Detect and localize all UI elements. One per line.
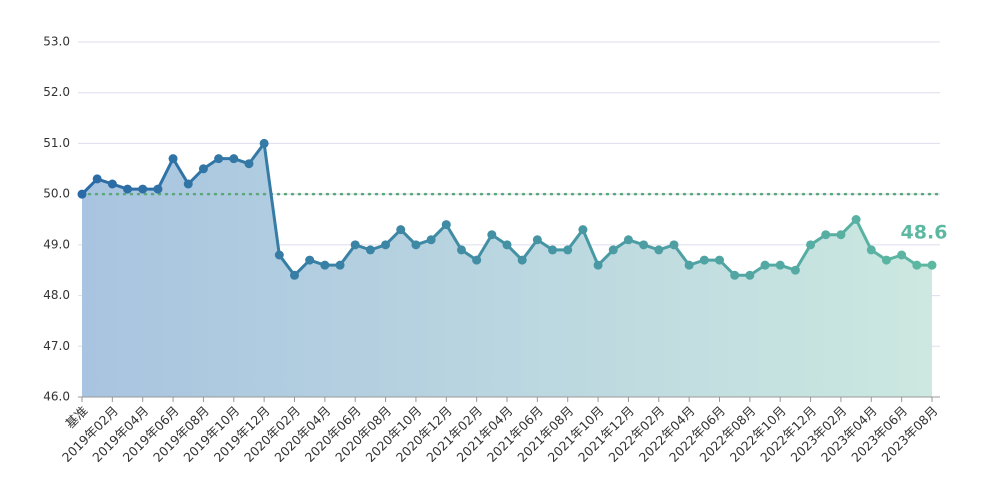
y-tick-label: 50.0 — [43, 187, 70, 201]
point — [290, 270, 299, 280]
point — [669, 240, 679, 250]
point — [77, 189, 87, 199]
point — [760, 260, 770, 270]
point — [927, 260, 937, 270]
point — [881, 255, 891, 265]
point — [715, 255, 724, 265]
point — [608, 245, 618, 255]
point — [229, 154, 239, 164]
y-tick-label: 48.0 — [43, 288, 70, 302]
point — [426, 235, 436, 245]
y-tick-label: 46.0 — [43, 390, 70, 404]
point — [259, 138, 269, 148]
point — [578, 225, 588, 235]
point — [821, 230, 831, 240]
y-tick-label: 49.0 — [43, 237, 70, 251]
point — [745, 270, 755, 280]
y-tick-label: 47.0 — [43, 339, 70, 353]
point — [730, 270, 740, 280]
point — [684, 260, 694, 270]
point — [335, 260, 345, 270]
point — [320, 260, 330, 270]
point — [365, 245, 375, 255]
annotation: 48.6 — [901, 222, 948, 244]
point — [244, 159, 254, 169]
point — [441, 220, 451, 230]
point — [593, 260, 603, 270]
y-tick-label: 51.0 — [43, 136, 70, 150]
point — [456, 245, 466, 255]
point — [532, 235, 542, 245]
point — [654, 245, 664, 255]
point — [487, 230, 497, 240]
y-tick-label: 53.0 — [43, 35, 70, 49]
point — [517, 255, 527, 265]
point — [274, 250, 284, 260]
point — [472, 255, 482, 265]
point — [851, 215, 861, 224]
point — [563, 245, 573, 255]
point — [699, 255, 709, 265]
point — [502, 240, 512, 250]
point — [912, 260, 922, 270]
point — [183, 179, 193, 189]
point — [153, 184, 163, 194]
point — [381, 240, 391, 250]
point — [107, 179, 117, 189]
point — [198, 164, 208, 174]
point — [92, 174, 102, 184]
point — [350, 240, 360, 250]
point — [548, 245, 558, 255]
point — [806, 240, 816, 250]
point — [790, 265, 800, 275]
point — [168, 154, 178, 164]
point — [214, 154, 224, 164]
point — [123, 184, 133, 194]
point — [836, 230, 846, 240]
point — [305, 255, 315, 265]
point — [639, 240, 649, 250]
y-tick-label: 52.0 — [43, 85, 70, 99]
point — [866, 245, 876, 255]
point — [897, 250, 907, 260]
point — [411, 240, 421, 250]
point — [775, 260, 785, 270]
point — [138, 184, 148, 194]
point — [396, 225, 406, 235]
point — [623, 235, 633, 245]
area — [82, 143, 932, 397]
